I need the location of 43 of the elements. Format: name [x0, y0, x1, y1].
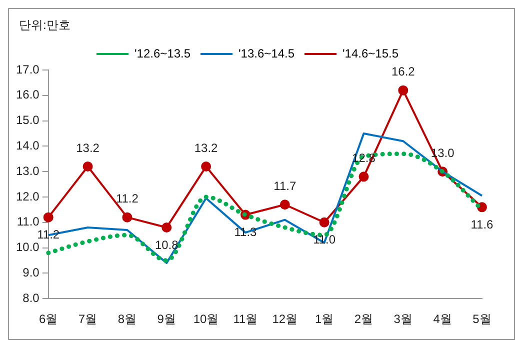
point [162, 222, 172, 232]
y-tick-label: 11.0 [16, 214, 40, 229]
point [122, 212, 132, 222]
x-tick-label: 7월 [78, 312, 98, 326]
y-tick-label: 13.0 [16, 164, 40, 178]
point [319, 217, 330, 228]
x-tick-label: 9월 [157, 312, 176, 326]
y-tick-label: 9.0 [22, 266, 40, 280]
data-label: 11.6 [470, 217, 494, 232]
y-tick-label: 17.0 [16, 62, 40, 76]
y-tick-label: 10.0 [16, 240, 40, 254]
data-label: 16.2 [391, 64, 416, 79]
point [43, 212, 54, 222]
y-tick-label: 14.0 [16, 138, 40, 153]
x-tick-label: 6월 [39, 312, 58, 326]
point [82, 162, 93, 172]
point [280, 200, 290, 210]
y-tick-label: 8.0 [22, 290, 40, 305]
x-tick-label: 11월 [233, 312, 258, 326]
y-tick-label: 15.0 [16, 113, 40, 128]
point [201, 162, 212, 172]
x-tick-label: 1월 [314, 312, 334, 326]
legend-label: '14.6~15.5 [342, 46, 399, 60]
x-tick-label: 3월 [394, 312, 412, 326]
text: 단위:만호 [18, 17, 72, 34]
x-tick-label: 2월 [354, 312, 374, 326]
data-label: 11.2 [37, 228, 60, 242]
data-label: 10.8 [154, 238, 179, 252]
data-label: 13.2 [194, 140, 218, 155]
x-tick-label: 12월 [272, 312, 298, 326]
y-tick-label: 16.0 [16, 88, 40, 102]
x-tick-label: 10월 [193, 312, 219, 326]
legend-label: '13.6~14.5 [238, 46, 295, 60]
x-tick-label: 8월 [118, 312, 137, 326]
point [358, 172, 369, 182]
x-tick-label: 5월 [472, 312, 492, 326]
data-label: 13.2 [76, 140, 100, 155]
x-tick-label: 4월 [433, 312, 452, 326]
y-tick-label: 12.0 [16, 189, 40, 204]
data-label: 11.7 [274, 178, 296, 193]
point [398, 85, 408, 96]
data-label: 11.2 [116, 192, 139, 206]
legend-label: '12.6~13.5 [134, 46, 191, 60]
